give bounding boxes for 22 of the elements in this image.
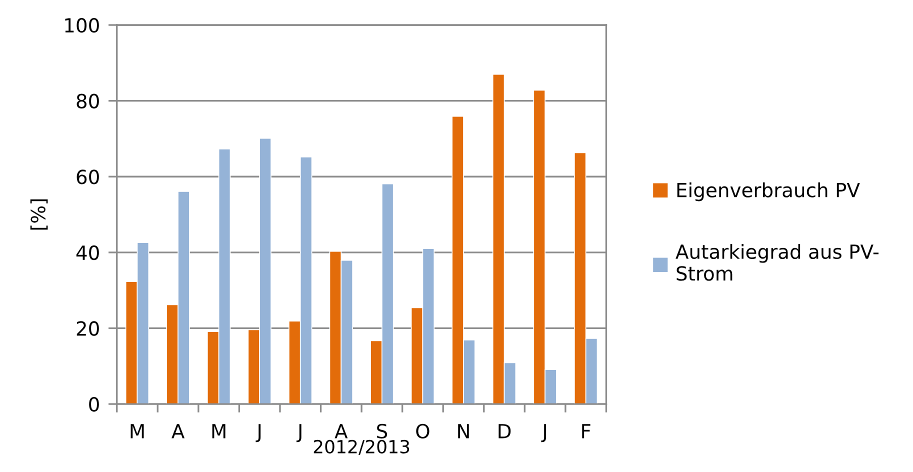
y-tick-label: 100 bbox=[65, 18, 99, 33]
x-tick-label: J bbox=[296, 424, 302, 442]
x-tick-label: M bbox=[212, 424, 226, 438]
y-tick-label: 0 bbox=[89, 396, 99, 412]
y-tick-label: 20 bbox=[76, 321, 99, 336]
x-tick-label: F bbox=[582, 424, 590, 438]
x-tick-label: J bbox=[541, 424, 546, 442]
x-tick-label: N bbox=[458, 424, 469, 438]
y-tick-label: 80 bbox=[76, 94, 99, 108]
x-tick-label: D bbox=[498, 424, 511, 438]
x-tick-label: O bbox=[416, 424, 430, 439]
x-tick-label: M bbox=[130, 424, 144, 438]
x-tick-label: J bbox=[256, 424, 261, 442]
x-axis-title: 2012/2013 bbox=[314, 440, 410, 455]
x-tick-label: S bbox=[377, 424, 388, 439]
x-tick-label: A bbox=[334, 424, 348, 438]
y-axis-title: [%] bbox=[30, 199, 48, 230]
y-tick-label: 60 bbox=[76, 170, 99, 184]
x-tick-label: A bbox=[172, 424, 185, 438]
legend-label: Eigenverbrauch PV bbox=[677, 182, 860, 202]
y-tick-label: 40 bbox=[76, 245, 99, 260]
legend-label: Autarkiegrad aus PV- Strom bbox=[676, 244, 879, 281]
